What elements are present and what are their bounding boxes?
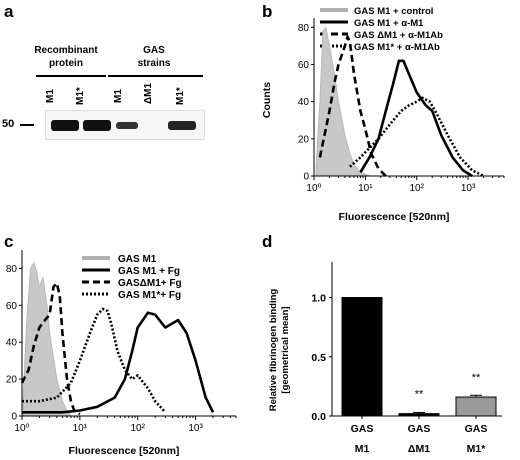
panel-b-letter: b	[262, 2, 273, 21]
series-0-area	[22, 261, 72, 417]
y-tick-label: 0.0	[311, 411, 326, 423]
gas-strains-label: GAS strains	[118, 44, 190, 70]
group1-underline	[36, 75, 106, 77]
lane-label: M1*	[175, 87, 186, 105]
legend-text: GAS M1*+ Fg	[118, 290, 181, 301]
legend-text: GAS M1 + control	[354, 6, 433, 17]
y-tick-label: 80	[6, 264, 18, 275]
series-1-line	[359, 59, 473, 178]
y-tick-label: 80	[298, 23, 310, 34]
recombinant-line1: Recombinant	[34, 45, 98, 56]
y-tick-label: 0.5	[311, 352, 326, 364]
panel-d-chart: Relative fibrinogen binding [geometrical…	[268, 262, 502, 455]
recombinant-line2: protein	[49, 58, 83, 69]
mw-marker-tick	[20, 124, 34, 126]
blot-band	[168, 121, 196, 130]
series-2-line	[20, 281, 81, 416]
lane-label: M1*	[75, 87, 86, 105]
y-tick-label: 0	[11, 412, 17, 423]
series-0-area	[315, 26, 370, 177]
x-tick-label: 10¹	[358, 183, 373, 194]
legend-text: GAS ΔM1 + α-M1Ab	[354, 30, 443, 41]
legend-text: GASΔM1+ Fg	[118, 278, 182, 289]
b-ylabel: Counts	[262, 82, 273, 118]
legend-text: GAS M1 + α-M1	[354, 18, 424, 29]
category-label: GAS	[351, 423, 374, 435]
x-tick-label: 10³	[461, 183, 476, 194]
y-tick-label: 40	[6, 338, 18, 349]
legend-text: GAS M1	[118, 254, 157, 265]
blot-band	[116, 122, 138, 129]
y-tick-label: 20	[6, 375, 18, 386]
western-blot	[45, 110, 205, 140]
x-tick-label: 10³	[188, 423, 203, 434]
group2-underline	[108, 75, 203, 77]
bar	[455, 396, 497, 417]
panel-a-letter: a	[4, 2, 14, 21]
series-3-line	[22, 307, 167, 414]
category-label: GAS	[465, 423, 488, 435]
legend-text: GAS M1 + Fg	[118, 266, 180, 277]
category-label: M1	[355, 443, 370, 455]
x-tick-label: 10²	[130, 423, 145, 434]
y-tick-label: 40	[298, 97, 310, 108]
y-tick-label: 0	[303, 172, 309, 183]
bar	[341, 297, 383, 417]
b-plot-area: 0 20 40 60 80 10⁰ 10¹ 10² 10³	[298, 18, 505, 194]
panel-c-chart: GAS M1 GAS M1 + Fg GASΔM1+ Fg GAS M1*+ F…	[6, 250, 237, 457]
d-ylabel-line2: [geometrical mean]	[280, 306, 291, 393]
significance-mark: **	[472, 372, 481, 384]
category-label: GAS	[408, 423, 431, 435]
lane-label: M1	[45, 89, 56, 103]
y-tick-label: 1.0	[311, 293, 326, 305]
lane-label: ΔM1	[143, 82, 154, 104]
gas-strains-line1: GAS	[143, 45, 165, 56]
significance-mark: **	[415, 389, 424, 401]
x-tick-label: 10²	[410, 183, 425, 194]
d-plot-area: 0.0 0.5 1.0 GAS M1 ** GAS ΔM1 ** GAS M1*	[311, 262, 502, 455]
category-label: M1*	[467, 443, 487, 455]
panel-d-letter: d	[262, 232, 273, 251]
x-tick-label: 10⁰	[306, 183, 321, 194]
c-legend: GAS M1 GAS M1 + Fg GASΔM1+ Fg GAS M1*+ F…	[82, 254, 182, 301]
d-ylabel-line1: Relative fibrinogen binding	[268, 289, 279, 412]
series-3-line	[349, 96, 485, 178]
x-tick-label: 10⁰	[14, 423, 29, 434]
y-tick-label: 60	[6, 301, 18, 312]
y-tick-label: 60	[298, 60, 310, 71]
b-legend: GAS M1 + control GAS M1 + α-M1 GAS ΔM1 +…	[320, 6, 443, 53]
mw-marker-label: 50	[2, 118, 15, 130]
c-xlabel: Fluorescence [520nm]	[69, 445, 180, 457]
panel-b-chart: GAS M1 + control GAS M1 + α-M1 GAS ΔM1 +…	[262, 6, 505, 223]
series-2-line	[318, 35, 387, 177]
y-tick-label: 20	[298, 134, 310, 145]
blot-band	[51, 120, 79, 131]
panel-c-letter: c	[4, 232, 14, 251]
category-label: ΔM1	[408, 443, 430, 455]
blot-band	[83, 120, 111, 131]
c-plot-area: 0 20 40 60 80 10⁰ 10¹ 10² 10³	[6, 250, 237, 434]
recombinant-protein-label: Recombinant protein	[30, 44, 102, 70]
bar	[398, 413, 440, 417]
gas-strains-line2: strains	[137, 58, 171, 69]
b-xlabel: Fluorescence [520nm]	[339, 211, 450, 223]
legend-text: GAS M1* + α-M1Ab	[354, 42, 440, 53]
x-tick-label: 10¹	[73, 423, 88, 434]
lane-label: M1	[113, 89, 124, 103]
